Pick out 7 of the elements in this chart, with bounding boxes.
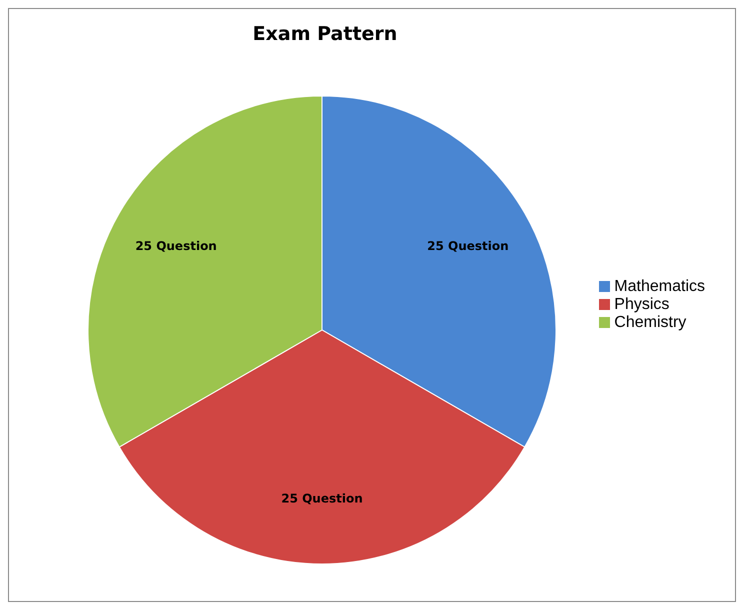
chart-title: Exam Pattern bbox=[252, 23, 398, 45]
legend-label: Chemistry bbox=[614, 314, 686, 331]
legend-label: Physics bbox=[614, 296, 670, 313]
data-label: 25 Question bbox=[135, 238, 217, 253]
data-label: 25 Question bbox=[427, 238, 509, 253]
legend-label: Mathematics bbox=[614, 278, 705, 295]
data-label: 25 Question bbox=[281, 491, 363, 506]
